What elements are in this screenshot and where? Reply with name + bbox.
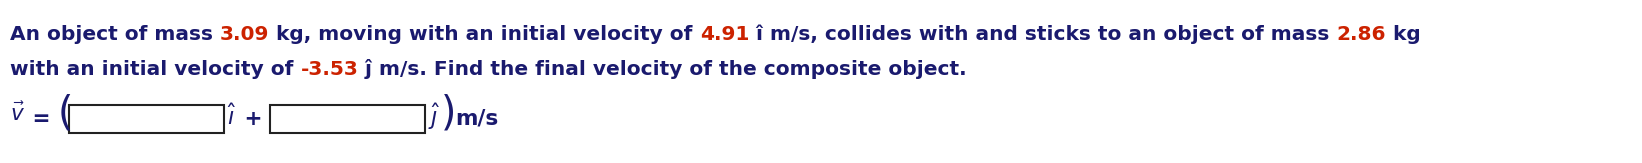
Text: +: + [236, 109, 269, 129]
Text: î m/s, collides with and sticks to an object of mass: î m/s, collides with and sticks to an ob… [749, 24, 1337, 44]
Text: 4.91: 4.91 [699, 25, 749, 44]
Text: $\hat{\imath}$: $\hat{\imath}$ [227, 105, 236, 130]
Bar [69, 105, 225, 133]
Text: =: = [25, 109, 57, 129]
Text: (: ( [57, 94, 74, 134]
Text: kg: kg [1386, 25, 1420, 44]
Text: An object of mass: An object of mass [10, 25, 220, 44]
Text: -3.53: -3.53 [300, 60, 358, 79]
Text: with an initial velocity of: with an initial velocity of [10, 60, 300, 79]
Text: $\hat{\jmath}$: $\hat{\jmath}$ [429, 102, 440, 132]
Text: m/s: m/s [456, 109, 499, 129]
Text: 3.09: 3.09 [220, 25, 269, 44]
Text: ĵ m/s. Find the final velocity of the composite object.: ĵ m/s. Find the final velocity of the co… [358, 59, 967, 79]
Text: kg, moving with an initial velocity of: kg, moving with an initial velocity of [269, 25, 699, 44]
Text: ): ) [440, 94, 456, 134]
Text: $\vec{v}$: $\vec{v}$ [10, 102, 25, 125]
Bar [269, 105, 425, 133]
Text: 2.86: 2.86 [1337, 25, 1386, 44]
